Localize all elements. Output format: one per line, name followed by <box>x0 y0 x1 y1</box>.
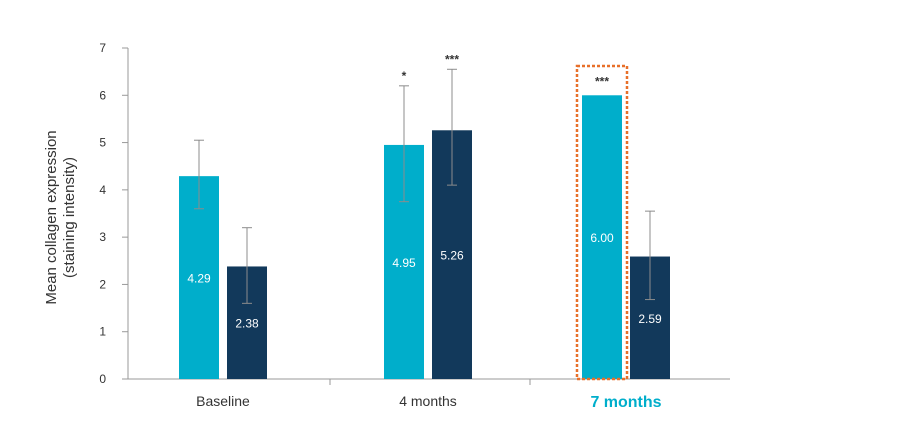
bar <box>179 176 219 379</box>
y-tick-label: 2 <box>99 277 106 291</box>
y-tick-label: 4 <box>99 183 106 197</box>
significance-marker: *** <box>595 74 609 88</box>
x-category-label: 7 months <box>590 394 661 411</box>
highlight-box <box>575 64 629 381</box>
y-axis: 0 1 2 3 4 5 6 7 Mean collagen expression(stainin… <box>43 41 129 386</box>
bar <box>582 95 622 380</box>
x-category-label: 4 months <box>399 393 457 409</box>
x-axis: Baseline 4 months 7 months <box>128 378 730 411</box>
y-tick-label: 1 <box>99 325 106 339</box>
significance-marker: * <box>402 69 407 83</box>
data-label: 4.29 <box>187 272 211 286</box>
y-tick-label: 3 <box>99 230 106 244</box>
y-tick-label: 5 <box>99 136 106 150</box>
y-axis-title-line: Mean collagen expression <box>43 130 60 304</box>
y-axis-title: Mean collagen expression(staining intens… <box>43 130 78 304</box>
x-category-label: Baseline <box>196 393 250 409</box>
y-tick-label: 6 <box>99 88 106 102</box>
data-label: 6.00 <box>590 231 614 245</box>
data-label: 2.38 <box>235 317 259 331</box>
bars <box>179 68 670 380</box>
significance-marker: *** <box>445 52 459 66</box>
y-tick-label: 0 <box>99 372 106 386</box>
labels: 4.29 4.95 * 6.00 *** 2.38 5.26 *** 2.59 <box>187 52 662 381</box>
y-tick-label: 7 <box>99 41 106 55</box>
data-label: 5.26 <box>440 249 464 263</box>
data-label: 4.95 <box>392 256 416 270</box>
y-axis-title-line: (staining intensity) <box>61 157 78 278</box>
data-label: 2.59 <box>638 312 662 326</box>
